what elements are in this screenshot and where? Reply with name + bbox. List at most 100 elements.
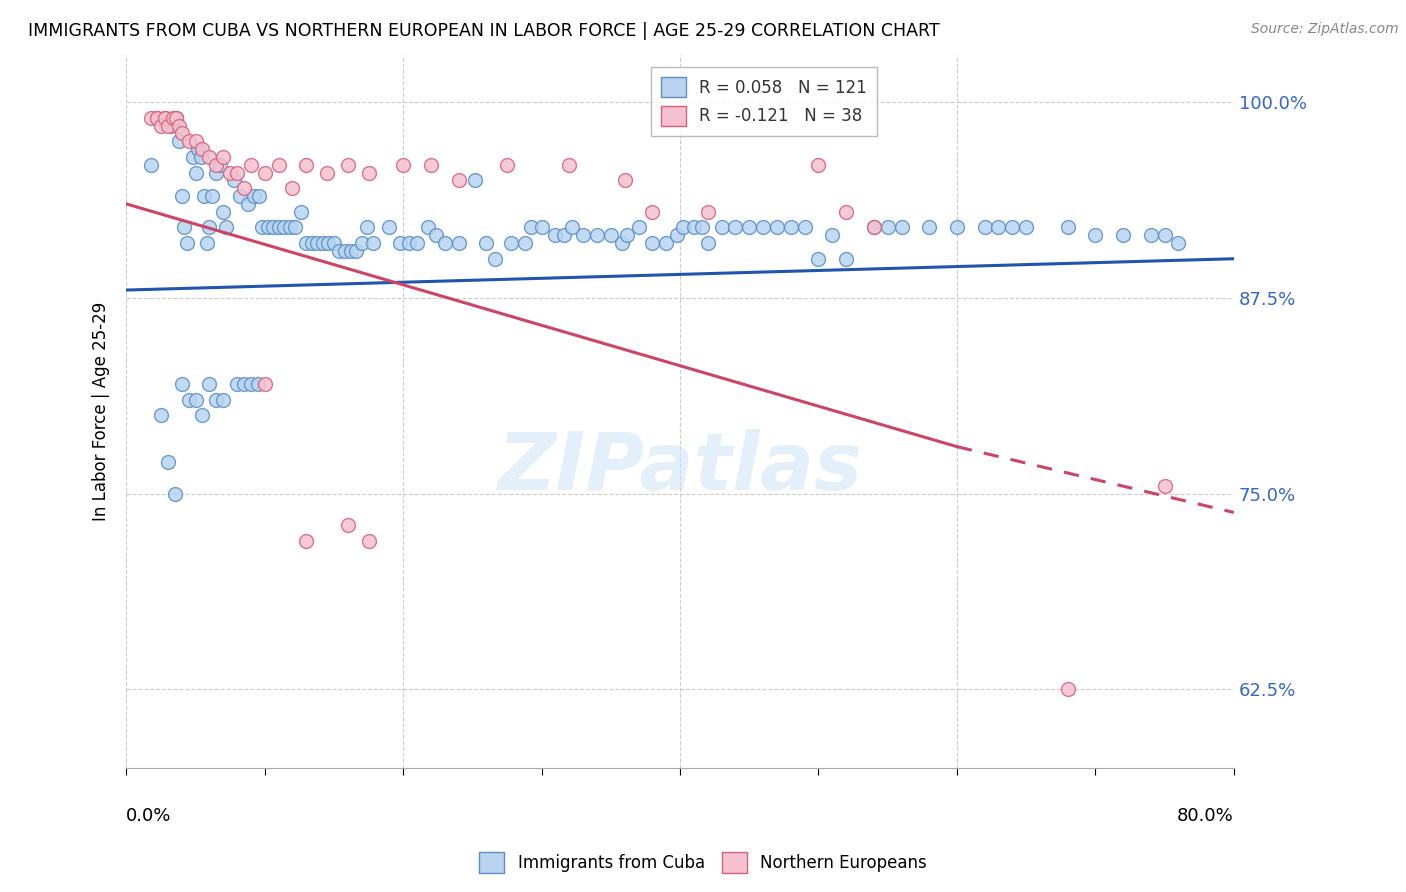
- Point: [339, 244, 361, 258]
- Point: [613, 173, 636, 187]
- Point: [198, 150, 221, 164]
- Point: [835, 252, 858, 266]
- Point: [290, 204, 312, 219]
- Point: [149, 409, 172, 423]
- Point: [156, 455, 179, 469]
- Point: [1153, 228, 1175, 243]
- Point: [153, 111, 176, 125]
- Point: [807, 158, 830, 172]
- Point: [177, 392, 200, 407]
- Point: [627, 220, 650, 235]
- Point: [863, 220, 886, 235]
- Point: [1001, 220, 1024, 235]
- Point: [165, 111, 187, 125]
- Point: [247, 189, 270, 203]
- Point: [328, 244, 350, 258]
- Point: [284, 220, 307, 235]
- Point: [544, 228, 567, 243]
- Point: [229, 189, 252, 203]
- Legend: Immigrants from Cuba, Northern Europeans: Immigrants from Cuba, Northern Europeans: [472, 846, 934, 880]
- Point: [201, 189, 224, 203]
- Point: [357, 533, 380, 548]
- Point: [710, 220, 733, 235]
- Point: [153, 111, 176, 125]
- Point: [389, 235, 412, 250]
- Point: [141, 158, 163, 172]
- Point: [876, 220, 898, 235]
- Point: [416, 220, 439, 235]
- Point: [519, 220, 541, 235]
- Point: [170, 189, 193, 203]
- Point: [447, 235, 470, 250]
- Point: [212, 204, 235, 219]
- Point: [205, 165, 228, 179]
- Text: 80.0%: 80.0%: [1177, 807, 1234, 825]
- Point: [301, 235, 323, 250]
- Point: [181, 150, 204, 164]
- Point: [779, 220, 801, 235]
- Text: Source: ZipAtlas.com: Source: ZipAtlas.com: [1251, 22, 1399, 37]
- Point: [356, 220, 378, 235]
- Point: [561, 220, 583, 235]
- Point: [973, 220, 995, 235]
- Point: [696, 235, 718, 250]
- Point: [918, 220, 941, 235]
- Point: [256, 220, 278, 235]
- Point: [406, 235, 429, 250]
- Point: [295, 158, 318, 172]
- Point: [1056, 682, 1078, 697]
- Point: [1056, 220, 1078, 235]
- Text: IMMIGRANTS FROM CUBA VS NORTHERN EUROPEAN IN LABOR FORCE | AGE 25-29 CORRELATION: IMMIGRANTS FROM CUBA VS NORTHERN EUROPEA…: [28, 22, 939, 40]
- Point: [312, 235, 335, 250]
- Point: [672, 220, 695, 235]
- Point: [599, 228, 621, 243]
- Point: [419, 158, 441, 172]
- Point: [198, 220, 221, 235]
- Point: [170, 377, 193, 392]
- Point: [690, 220, 713, 235]
- Point: [212, 392, 235, 407]
- Point: [333, 244, 356, 258]
- Point: [281, 181, 304, 195]
- Point: [1112, 228, 1135, 243]
- Point: [187, 142, 209, 156]
- Point: [167, 119, 190, 133]
- Point: [250, 220, 273, 235]
- Point: [1153, 479, 1175, 493]
- Point: [246, 377, 269, 392]
- Point: [212, 150, 235, 164]
- Point: [184, 392, 207, 407]
- Point: [793, 220, 815, 235]
- Point: [464, 173, 486, 187]
- Point: [165, 111, 187, 125]
- Point: [242, 189, 264, 203]
- Point: [316, 165, 339, 179]
- Point: [190, 150, 212, 164]
- Point: [233, 377, 256, 392]
- Point: [987, 220, 1010, 235]
- Point: [226, 377, 249, 392]
- Point: [233, 181, 256, 195]
- Point: [224, 173, 246, 187]
- Point: [163, 486, 186, 500]
- Point: [156, 119, 179, 133]
- Point: [295, 235, 318, 250]
- Point: [835, 204, 858, 219]
- Point: [336, 158, 359, 172]
- Point: [484, 252, 506, 266]
- Point: [159, 119, 181, 133]
- Point: [378, 220, 401, 235]
- Point: [162, 111, 184, 125]
- Point: [205, 392, 228, 407]
- Point: [193, 189, 215, 203]
- Point: [616, 228, 638, 243]
- Text: 0.0%: 0.0%: [127, 807, 172, 825]
- Point: [239, 377, 262, 392]
- Point: [501, 235, 523, 250]
- Legend: R = 0.058   N = 121, R = -0.121   N = 38: R = 0.058 N = 121, R = -0.121 N = 38: [651, 67, 876, 136]
- Point: [145, 111, 167, 125]
- Point: [610, 235, 633, 250]
- Point: [219, 165, 242, 179]
- Point: [145, 111, 167, 125]
- Point: [863, 220, 886, 235]
